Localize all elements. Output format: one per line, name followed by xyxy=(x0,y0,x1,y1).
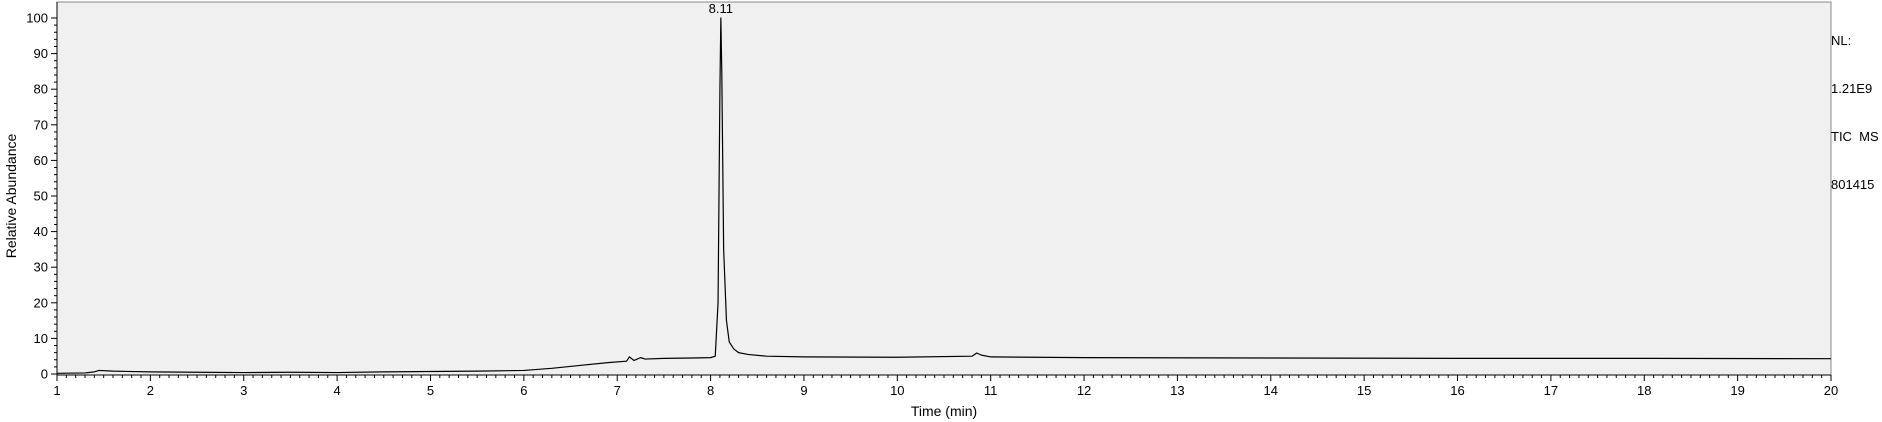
y-tick-label: 0 xyxy=(41,367,48,382)
x-tick-label: 8 xyxy=(707,383,714,398)
x-tick-label: 5 xyxy=(427,383,434,398)
x-axis: 1 2 3 4 5 6 7 8 9 10 11 12 13 14 15 16 17 18 19 20 xyxy=(53,374,1838,398)
y-tick-label: 50 xyxy=(34,189,48,204)
y-axis-title: Relative Abundance xyxy=(3,134,19,259)
y-tick-label: 100 xyxy=(26,11,48,26)
y-tick-label: 10 xyxy=(34,331,48,346)
x-tick-label: 2 xyxy=(147,383,154,398)
x-tick-label: 15 xyxy=(1357,383,1371,398)
plot-area xyxy=(56,1,1832,376)
x-tick-label: 6 xyxy=(520,383,527,398)
x-tick-label: 11 xyxy=(984,383,998,398)
x-tick-label: 20 xyxy=(1824,383,1838,398)
y-tick-label: 90 xyxy=(34,46,48,61)
x-tick-label: 10 xyxy=(890,383,904,398)
x-tick-label: 4 xyxy=(333,383,340,398)
x-tick-label: 7 xyxy=(614,383,621,398)
peak-label: 8.11 xyxy=(709,1,733,16)
y-tick-label: 30 xyxy=(34,260,48,275)
y-axis: 0 10 20 30 40 50 60 70 80 90 100 xyxy=(26,2,58,382)
x-tick-label: 3 xyxy=(240,383,247,398)
x-tick-label: 17 xyxy=(1544,383,1558,398)
y-tick-label: 20 xyxy=(34,295,48,310)
x-tick-label: 16 xyxy=(1450,383,1464,398)
x-tick-label: 1 xyxy=(53,383,60,398)
sample-id: 801415 xyxy=(1831,177,1875,192)
y-tick-label: 60 xyxy=(34,153,48,168)
scan-info-panel: NL: 1.21E9 TIC MS 801415 xyxy=(1831,1,1879,209)
scan-filter-label: TIC MS xyxy=(1831,129,1879,144)
peak-annotations: 8.11 xyxy=(709,1,733,16)
x-tick-label: 9 xyxy=(800,383,807,398)
normalization-level-label: NL: xyxy=(1831,33,1852,48)
x-tick-label: 14 xyxy=(1264,383,1278,398)
y-tick-label: 70 xyxy=(34,117,48,132)
x-axis-title: Time (min) xyxy=(911,403,977,419)
y-tick-label: 80 xyxy=(34,82,48,97)
x-tick-label: 13 xyxy=(1170,383,1184,398)
normalization-level-value: 1.21E9 xyxy=(1831,81,1873,96)
x-tick-label: 19 xyxy=(1730,383,1744,398)
x-tick-label: 18 xyxy=(1637,383,1651,398)
y-tick-label: 40 xyxy=(34,224,48,239)
tic-trace-line xyxy=(56,17,1832,374)
x-tick-label: 12 xyxy=(1077,383,1091,398)
